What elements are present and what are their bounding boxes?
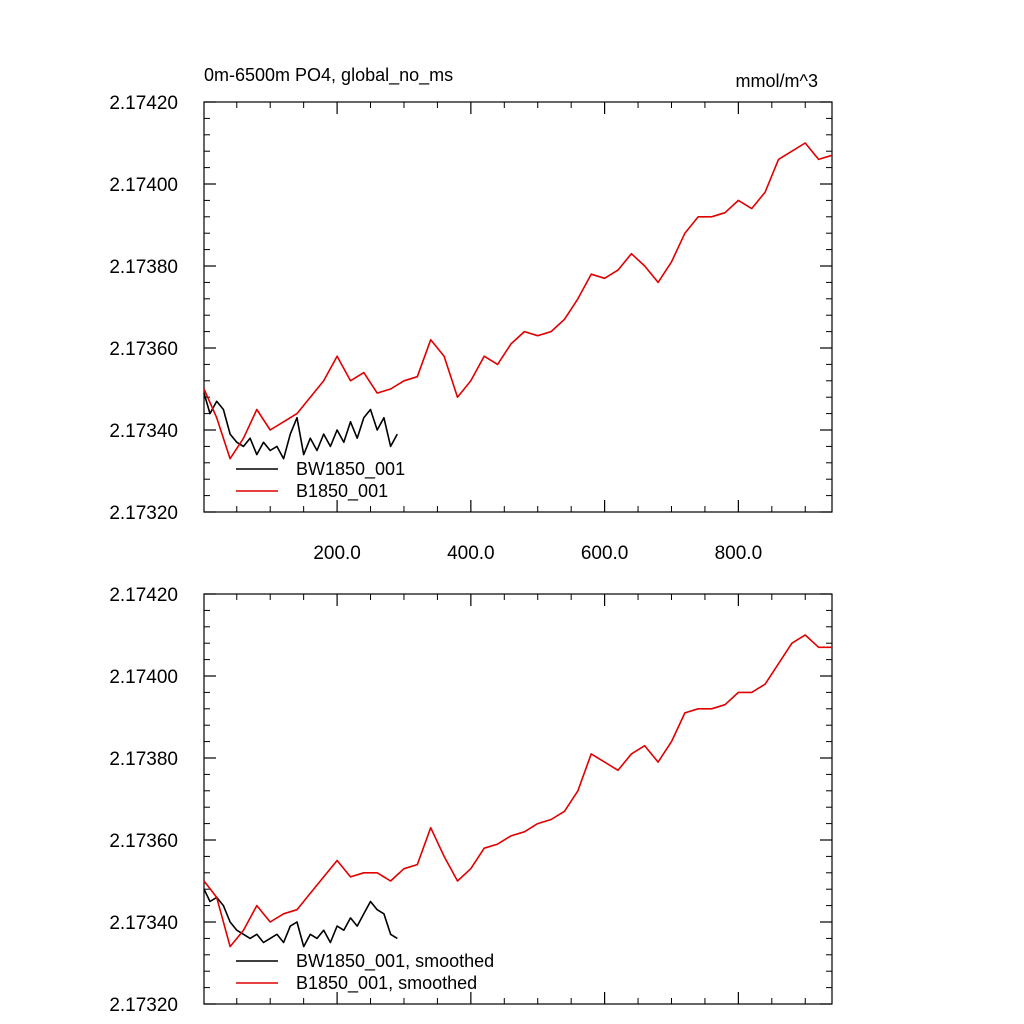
series-line-b1850-001 <box>203 142 833 460</box>
y-tick-label: 2.17340 <box>109 913 178 934</box>
y-tick-label: 2.17320 <box>109 503 178 524</box>
y-tick-label: 2.17360 <box>109 339 178 360</box>
series-line-b1850-001-smoothed <box>203 634 832 948</box>
top-panel: 0m-6500m PO4, global_no_ms mmol/m^3 2.17… <box>109 65 833 564</box>
x-tick-label: 400.0 <box>447 543 495 564</box>
y-tick-label: 2.17340 <box>109 421 178 442</box>
plot-frame <box>203 593 833 1005</box>
x-tick-label: 800.0 <box>715 543 763 564</box>
y-tick-label: 2.17320 <box>109 995 178 1016</box>
chart-title: 0m-6500m PO4, global_no_ms <box>204 65 453 86</box>
chart-units: mmol/m^3 <box>736 71 818 91</box>
bottom-panel: 2.17320 2.17340 2.17360 2.17380 2.17400 2.174… <box>109 585 833 1016</box>
legend-label: BW1850_001 <box>296 459 405 480</box>
legend-label: B1850_001 <box>296 481 388 502</box>
y-tick-label: 2.17380 <box>109 257 178 278</box>
x-tick-label: 600.0 <box>581 543 629 564</box>
y-tick-label: 2.17400 <box>109 175 178 196</box>
legend-label: BW1850_001, smoothed <box>296 951 494 972</box>
plot-frame <box>203 101 833 513</box>
y-tick-label: 2.17420 <box>109 93 178 114</box>
y-tick-label: 2.17360 <box>109 831 178 852</box>
y-tick-label: 2.17420 <box>109 585 178 606</box>
series-line-bw1850-001-smoothed <box>203 888 398 948</box>
y-tick-label: 2.17400 <box>109 667 178 688</box>
x-tick-label: 200.0 <box>313 543 361 564</box>
series-line-bw1850-001 <box>203 392 399 460</box>
legend-label: B1850_001, smoothed <box>296 973 477 994</box>
y-tick-label: 2.17380 <box>109 749 178 770</box>
